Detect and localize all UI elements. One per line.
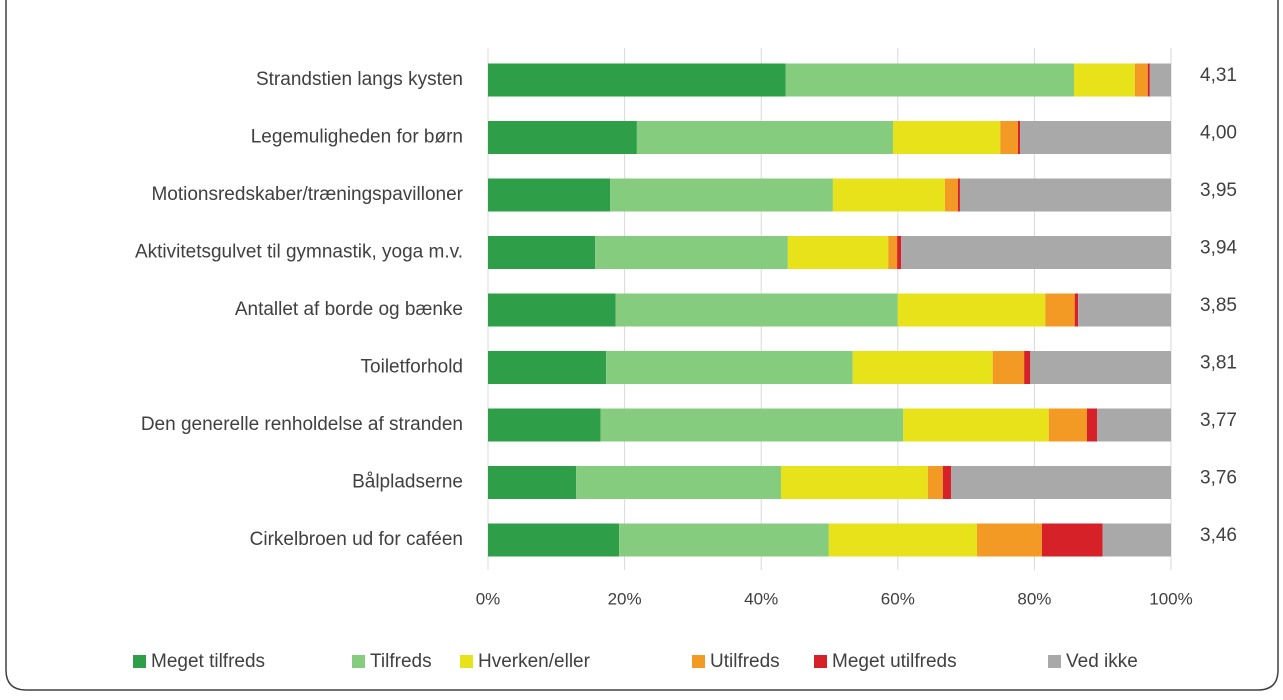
score-label: 3,77: [1200, 410, 1237, 431]
x-tick-label: 40%: [744, 589, 778, 608]
frame: [5, 0, 1279, 691]
bar-segment: [595, 236, 788, 269]
bar-segment: [606, 351, 853, 384]
bar-segment: [488, 293, 616, 327]
bar-segment: [610, 178, 833, 212]
score-label: 3,94: [1200, 238, 1237, 259]
bar-segment: [615, 293, 898, 327]
bar-segment: [959, 178, 1171, 212]
legend-label: Utilfreds: [710, 651, 780, 672]
bar-segment: [992, 351, 1025, 384]
bar-segment: [488, 178, 611, 212]
bar-segment: [787, 236, 889, 269]
bar-segment: [1149, 63, 1171, 97]
legend-swatch: [133, 655, 146, 668]
category-label: Aktivitetsgulvet til gymnastik, yoga m.v…: [135, 242, 463, 263]
bar-segment: [1000, 121, 1019, 154]
bar-segment: [903, 408, 1049, 442]
bar-segment: [488, 408, 601, 442]
bar-segment: [1078, 293, 1171, 327]
bar-segment: [1048, 408, 1087, 442]
bar-segment: [1074, 63, 1135, 97]
bar-segment: [488, 63, 786, 97]
legend-label: Tilfreds: [370, 651, 432, 672]
bar-segment: [781, 466, 928, 499]
bar-segment: [944, 178, 958, 212]
bar-segment: [901, 236, 1171, 269]
bar-segment: [1024, 351, 1031, 384]
legend-swatch: [1048, 655, 1061, 668]
bar-segment: [488, 466, 577, 499]
bar-segment: [636, 121, 894, 154]
x-tick-label: 60%: [881, 589, 915, 608]
score-label: 3,81: [1200, 353, 1237, 374]
category-label: Bålpladserne: [352, 472, 463, 493]
bar-segment: [832, 178, 945, 212]
bar-segment: [951, 466, 1171, 499]
bar-segment: [1045, 293, 1075, 327]
score-label: 3,46: [1200, 525, 1237, 546]
legend-swatch: [460, 655, 473, 668]
category-label: Den generelle renholdelse af stranden: [141, 414, 463, 435]
bar-segment: [897, 236, 902, 269]
bar-segment: [1147, 63, 1150, 97]
bar-segment: [600, 408, 904, 442]
bar-segment: [488, 121, 637, 154]
legend-swatch: [692, 655, 705, 668]
bar-segment: [785, 63, 1075, 97]
bar-segment: [488, 236, 596, 269]
x-tick-label: 0%: [476, 589, 501, 608]
x-tick-label: 80%: [1017, 589, 1051, 608]
score-label: 4,31: [1200, 65, 1237, 86]
legend-label: Meget utilfreds: [832, 651, 957, 672]
bar-segment: [927, 466, 943, 499]
bar-segment: [893, 121, 1001, 154]
legend-label: Meget tilfreds: [151, 651, 265, 672]
bar-segment: [852, 351, 993, 384]
bar-segment: [1102, 523, 1171, 557]
bar-segment: [1041, 523, 1103, 557]
category-label: Legemuligheden for børn: [251, 127, 463, 148]
bar-segment: [576, 466, 782, 499]
score-label: 3,95: [1200, 180, 1237, 201]
bar-segment: [1030, 351, 1171, 384]
bar-segment: [488, 523, 620, 557]
score-label: 4,00: [1200, 123, 1237, 144]
category-label: Cirkelbroen ud for caféen: [250, 529, 463, 550]
bar-segment: [1134, 63, 1148, 97]
bar-segment: [1097, 408, 1171, 442]
bar-segment: [828, 523, 978, 557]
category-label: Strandstien langs kysten: [256, 69, 463, 90]
x-tick-label: 20%: [608, 589, 642, 608]
bar-segment: [619, 523, 829, 557]
bar-segment: [1086, 408, 1098, 442]
bar-segment: [1018, 121, 1021, 154]
score-label: 3,76: [1200, 468, 1237, 489]
x-tick-label: 100%: [1149, 589, 1192, 608]
bar-segment: [977, 523, 1042, 557]
bar-segment: [488, 351, 607, 384]
score-label: 3,85: [1200, 295, 1237, 316]
bar-segment: [1074, 293, 1079, 327]
category-label: Antallet af borde og bænke: [235, 299, 463, 320]
bar-segment: [1020, 121, 1171, 154]
bar-segment: [888, 236, 898, 269]
legend-swatch: [352, 655, 365, 668]
category-label: Toiletforhold: [361, 357, 463, 378]
legend-label: Hverken/eller: [478, 651, 591, 672]
bar-segment: [957, 178, 960, 212]
bar-segment: [897, 293, 1046, 327]
bar-segment: [942, 466, 952, 499]
category-label: Motionsredskaber/træningspavilloner: [151, 184, 463, 205]
legend-label: Ved ikke: [1066, 651, 1138, 672]
legend-swatch: [814, 655, 827, 668]
